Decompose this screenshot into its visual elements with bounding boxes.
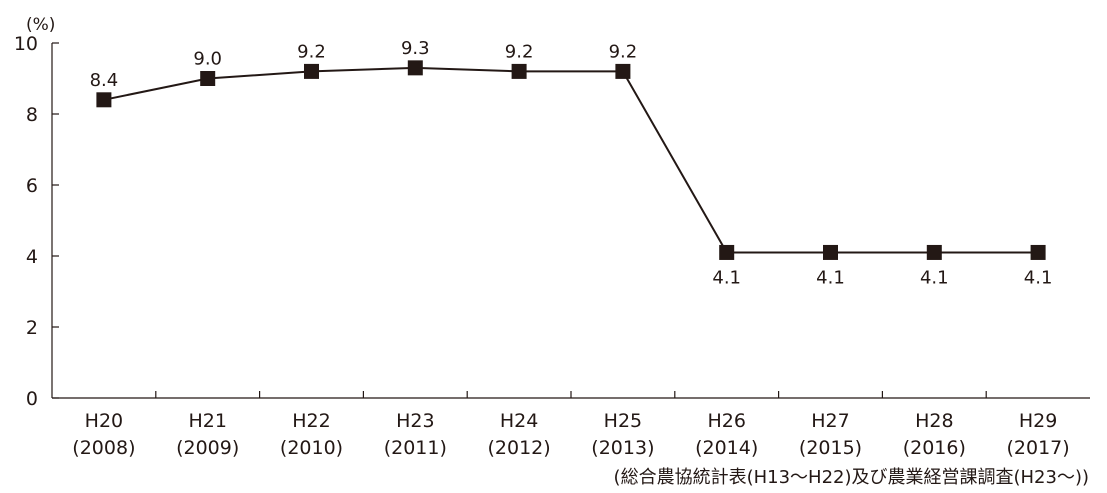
data-point-marker [823,244,838,260]
x-tick-label-era: H22 [292,410,330,432]
data-label: 4.1 [920,267,949,288]
y-tick-label: 8 [26,104,38,126]
data-label: 9.2 [609,41,638,62]
data-label: 4.1 [1024,267,1053,288]
data-point-marker [407,60,423,76]
data-labels: 8.4 9.0 9.2 9.3 9.2 9.2 4.1 4.1 4.1 4.1 [90,38,1053,289]
data-point-marker [1030,244,1046,260]
data-label: 8.4 [90,70,119,91]
x-tick-label-year: (2014) [695,437,758,459]
data-point-marker [511,63,527,79]
data-label: 9.2 [297,41,326,62]
data-point-marker [615,63,631,79]
data-label: 9.2 [505,41,534,62]
x-tick-label-era: H28 [915,410,953,432]
x-tick-label-era: H25 [604,410,642,432]
x-tick-label-year: (2011) [384,437,447,459]
chart-axes [51,43,1090,399]
data-point-marker [719,244,735,260]
x-tick-label-year: (2017) [1007,437,1070,459]
series-line [103,66,1039,254]
x-axis-labels: H20 (2008) H21 (2009) H22 (2010) H23 (2011) H24 (… [72,391,1070,459]
data-label: 9.0 [193,49,222,70]
x-tick-label-era: H27 [811,410,849,432]
x-tick-label-year: (2016) [903,437,966,459]
data-point-marker [926,244,942,260]
y-tick-label: 10 [14,33,38,55]
y-tick-label: 6 [26,175,38,197]
y-tick-label: 4 [26,246,38,268]
x-tick-label-era: H20 [85,410,123,432]
source-note: (総合農協統計表(H13〜H22)及び農業経営課調査(H23〜)) [613,467,1089,488]
x-tick-label-era: H21 [188,410,226,432]
series-markers [96,60,1046,260]
x-tick-label-year: (2010) [280,437,343,459]
data-point-marker [200,71,216,86]
data-label: 9.3 [401,38,430,59]
data-label: 4.1 [816,267,845,288]
x-tick-label-year: (2013) [591,437,654,459]
data-point-marker [96,92,112,108]
series-polyline [103,66,1039,254]
data-point-marker [304,63,319,79]
y-tick-label: 0 [26,388,38,410]
x-tick-label-era: H23 [396,410,434,432]
y-axis-ticks: 0 2 4 6 8 10 [14,33,59,410]
y-unit-label: (%) [26,15,55,35]
x-tick-label-year: (2012) [488,437,551,459]
data-label: 4.1 [712,267,741,288]
x-tick-label-era: H29 [1019,410,1057,432]
x-tick-label-year: (2008) [72,437,135,459]
x-tick-label-year: (2015) [799,437,862,459]
y-tick-label: 2 [26,317,38,339]
x-tick-label-era: H24 [500,410,538,432]
x-tick-label-year: (2009) [176,437,239,459]
x-tick-label-era: H26 [707,410,745,432]
